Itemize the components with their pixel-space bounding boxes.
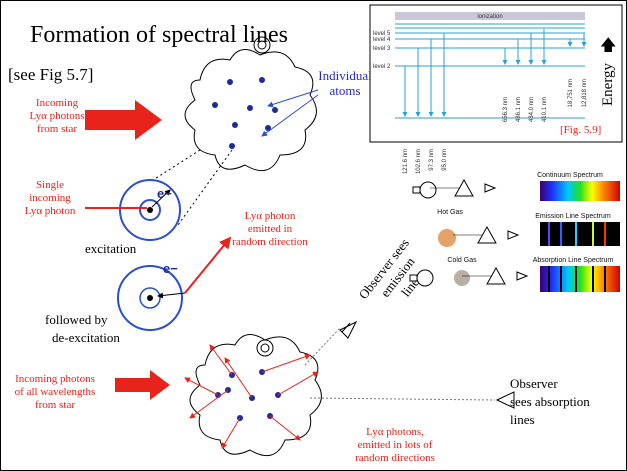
nucleus [147,207,153,213]
incoming-text: Lyα photons [30,110,85,122]
observer-text: lines [510,412,535,427]
absorption-line [575,266,577,292]
bulb [420,182,436,198]
wavelength: 95.0 nm [442,149,448,171]
caption: [Fig. 5.9] [560,124,601,136]
energy-axis: Energy [600,62,616,106]
emission-line [560,222,562,246]
title: Formation of spectral lines [30,22,288,48]
gas-label: Cold Gas [447,257,477,264]
energy-figure [370,5,622,142]
nucleus [147,295,153,301]
emitted-text: Lyα photon [245,210,296,222]
wavelength: 656.3 nm [503,97,509,122]
single-text: incoming [29,192,71,204]
absorption [540,266,620,292]
wavelength: 102.6 nm [416,149,422,174]
continuum [540,181,620,201]
bulb-base [413,187,420,193]
energy-up: 🡅 [600,37,616,54]
incoming-all-text: from star [35,399,75,411]
electron-label: e− [157,186,172,201]
wavelength: 97.3 nm [429,149,435,171]
wavelength: 18,751 nm [568,79,574,107]
absorption-line [604,266,606,292]
observer-text: Observer [510,376,558,391]
hot-gas [438,229,456,247]
lya-many-text: random directions [355,452,435,464]
spectrum-label: Continuum Spectrum [537,172,603,179]
observer-text: sees absorption [510,394,590,409]
lya-many-text: emitted in lots of [358,439,433,451]
emission [540,222,620,246]
absorption-line [592,266,594,292]
emission-line [592,222,594,246]
bulb-base [410,275,417,281]
ionization: ionization [477,14,502,20]
bulb [417,270,433,286]
excitation: excitation [85,241,137,256]
atoms-label: Individual [318,68,372,83]
lya-many-text: Lyα photons, [366,426,424,438]
incoming-text: from star [37,123,77,135]
single-text: Single [36,179,64,191]
emitted-text: emitted in [248,223,293,235]
level-label: level 4 [373,37,391,43]
wavelength: 121.6 nm [403,149,409,174]
emission-line [575,222,577,246]
gas-label: Hot Gas [437,209,463,216]
single-text: Lyα photon [25,205,76,217]
wavelength: 434.0 nm [529,97,535,122]
reference: [see Fig 5.7] [8,65,93,84]
incoming-text: Incoming [36,97,79,109]
emitted-text: random direction [232,236,308,248]
emission-line [604,222,606,246]
de-excitation: de-excitation [52,330,120,345]
wavelength: 410.1 nm [542,97,548,122]
absorption-line [560,266,562,292]
emission-line [548,222,550,246]
absorption-line [548,266,550,292]
level-label: level 3 [373,46,391,52]
wavelength: 486.1 nm [516,97,522,122]
gas-cloud [190,335,321,456]
atoms-label: atoms [329,83,360,98]
slide: Formation of spectral lines [see Fig 5.7… [0,0,627,471]
wavelength: 12,818 nm [582,79,588,107]
de-excitation: followed by [45,312,108,327]
spectrum-label: Absorption Line Spectrum [533,257,614,264]
cold-gas [454,270,470,286]
level-label: level 2 [373,64,391,70]
electron-label: e− [163,261,178,276]
spectrum-label: Emission Line Spectrum [535,213,611,220]
incoming-all-text: of all wavelengths [15,386,96,398]
incoming-all-text: Incoming photons [15,373,95,385]
